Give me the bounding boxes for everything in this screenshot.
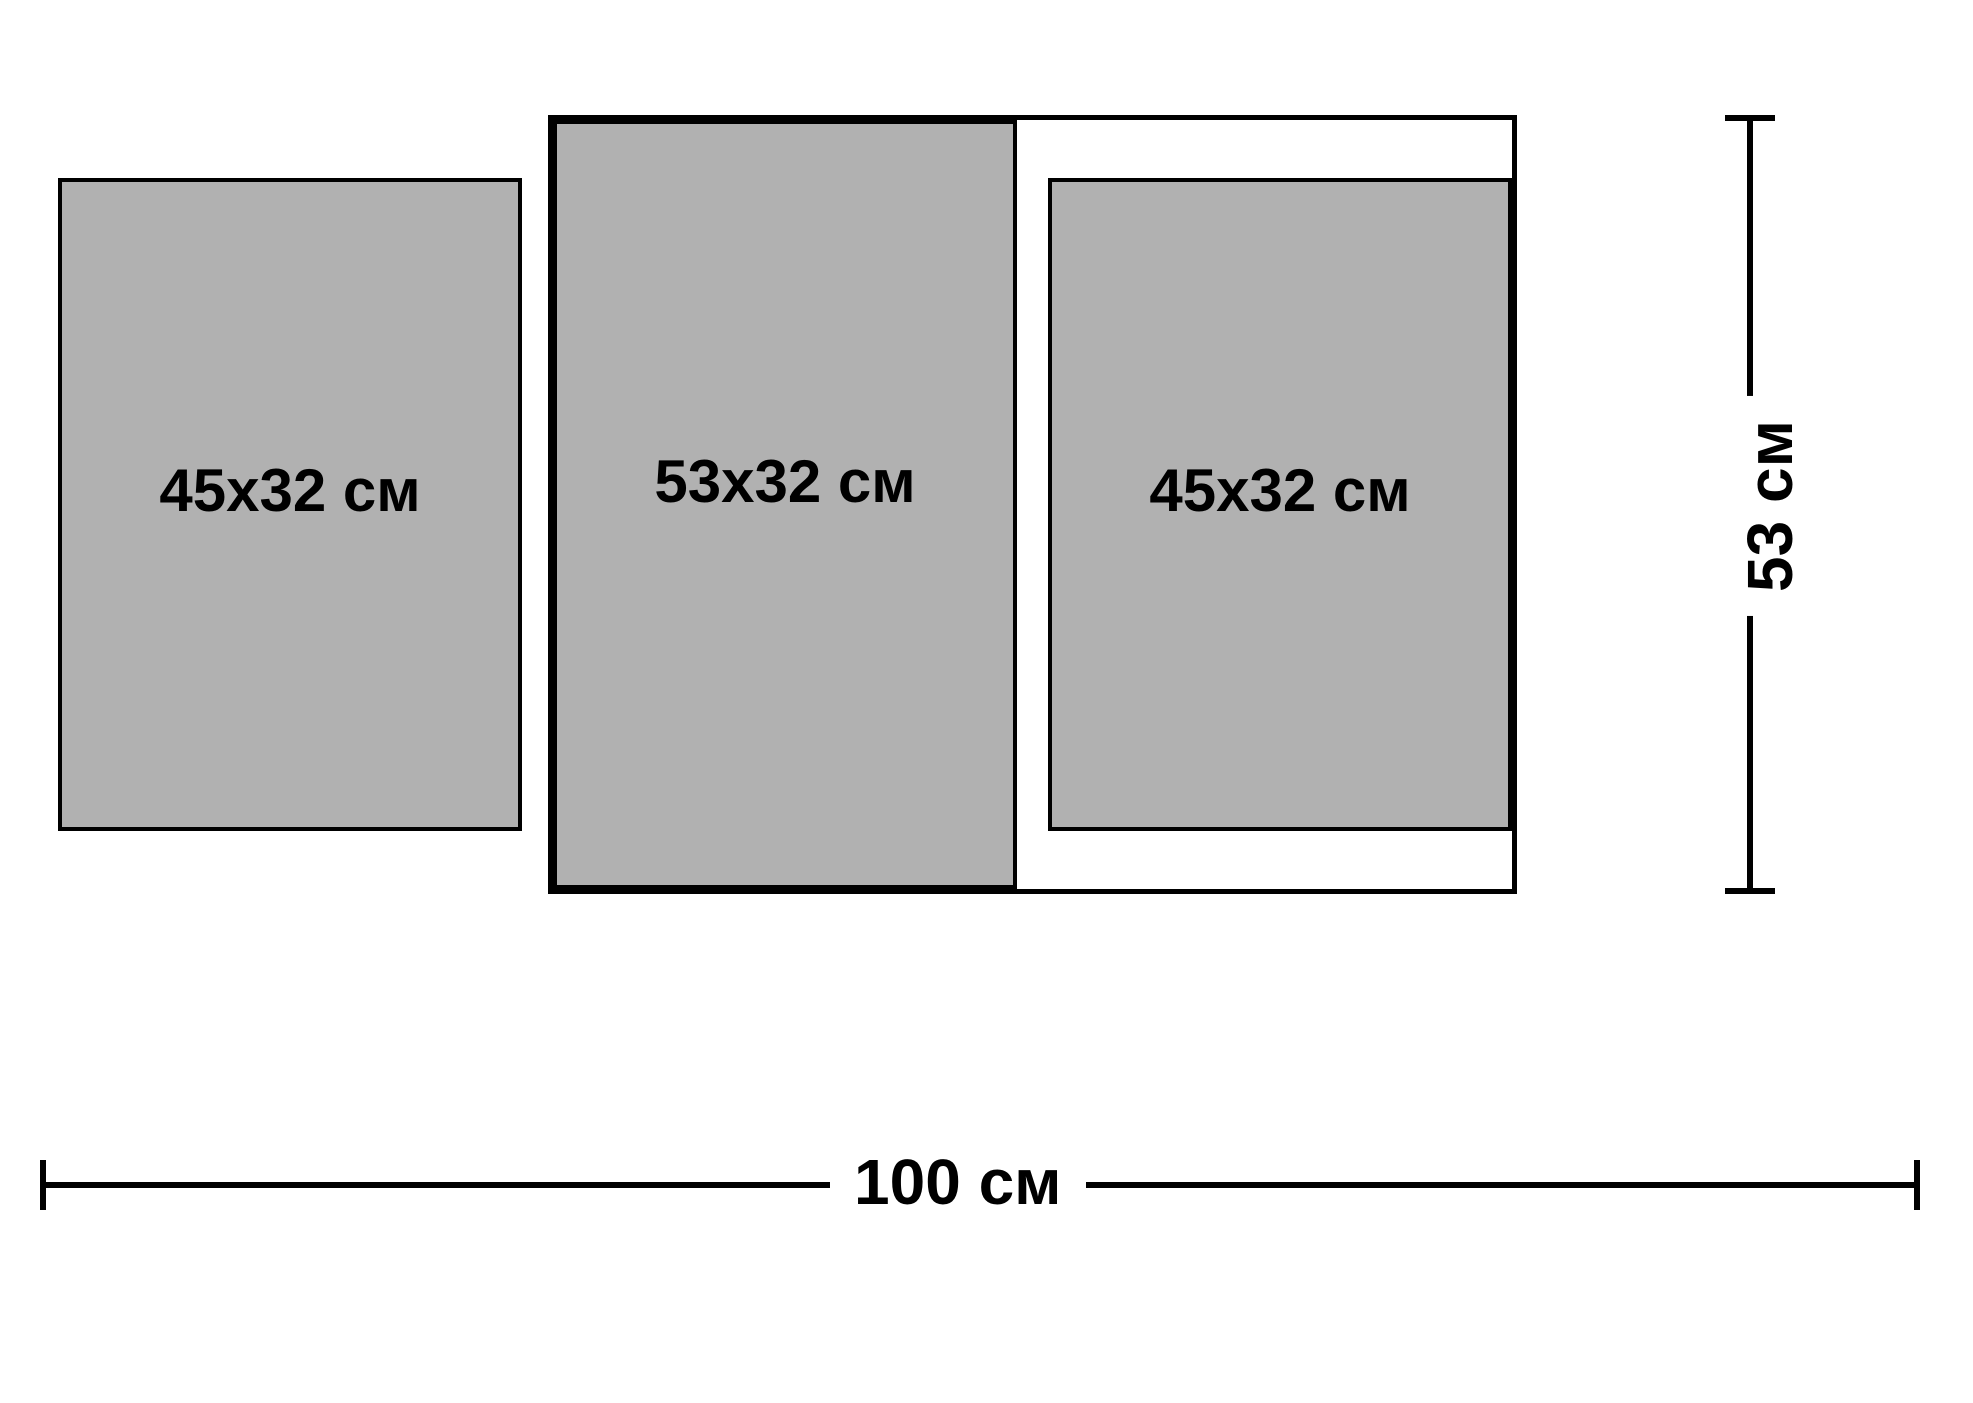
diagram-stage: 45x32 см 53x32 см 45x32 см 100 см 53 см — [0, 0, 1973, 1403]
panel-left-label: 45x32 см — [62, 456, 518, 525]
panel-right-label: 45x32 см — [1052, 456, 1508, 525]
dimension-width-label: 100 см — [830, 1145, 1086, 1219]
panel-left: 45x32 см — [58, 178, 522, 831]
dimension-width-tick-left — [40, 1160, 46, 1210]
panel-right: 45x32 см — [1048, 178, 1512, 831]
dimension-width-tick-right — [1914, 1160, 1920, 1210]
panel-center: 53x32 см — [553, 120, 1017, 889]
panel-center-label: 53x32 см — [557, 447, 1013, 516]
dimension-height-label: 53 см — [1733, 396, 1807, 616]
dimension-height-tick-top — [1725, 115, 1775, 121]
dimension-height-tick-bottom — [1725, 888, 1775, 894]
